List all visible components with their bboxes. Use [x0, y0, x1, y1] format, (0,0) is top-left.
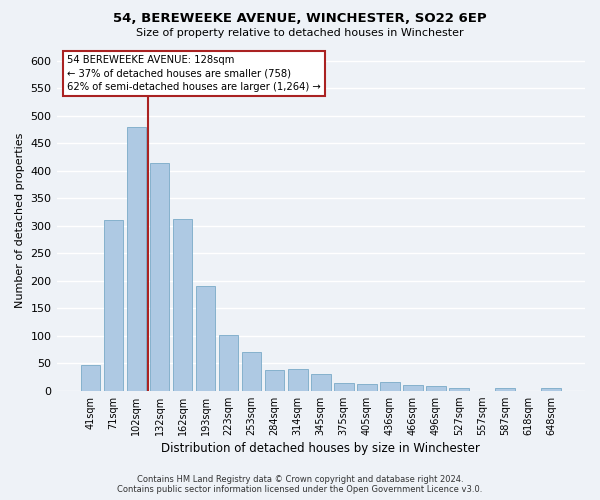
Text: 54, BEREWEEKE AVENUE, WINCHESTER, SO22 6EP: 54, BEREWEEKE AVENUE, WINCHESTER, SO22 6…	[113, 12, 487, 26]
Bar	[449, 388, 469, 390]
Bar	[149, 162, 169, 390]
Bar	[242, 352, 262, 391]
Bar	[288, 368, 308, 390]
Bar	[496, 388, 515, 390]
Text: 54 BEREWEEKE AVENUE: 128sqm
← 37% of detached houses are smaller (758)
62% of se: 54 BEREWEEKE AVENUE: 128sqm ← 37% of det…	[67, 55, 321, 92]
X-axis label: Distribution of detached houses by size in Winchester: Distribution of detached houses by size …	[161, 442, 480, 455]
Bar	[311, 374, 331, 390]
Text: Size of property relative to detached houses in Winchester: Size of property relative to detached ho…	[136, 28, 464, 38]
Bar	[541, 388, 561, 390]
Bar	[357, 384, 377, 390]
Bar	[196, 286, 215, 391]
Bar	[80, 366, 100, 390]
Bar	[265, 370, 284, 390]
Bar	[403, 385, 423, 390]
Bar	[173, 218, 193, 390]
Bar	[380, 382, 400, 390]
Bar	[104, 220, 123, 390]
Text: Contains HM Land Registry data © Crown copyright and database right 2024.
Contai: Contains HM Land Registry data © Crown c…	[118, 474, 482, 494]
Bar	[219, 334, 238, 390]
Y-axis label: Number of detached properties: Number of detached properties	[15, 132, 25, 308]
Bar	[334, 383, 353, 390]
Bar	[127, 127, 146, 390]
Bar	[426, 386, 446, 390]
